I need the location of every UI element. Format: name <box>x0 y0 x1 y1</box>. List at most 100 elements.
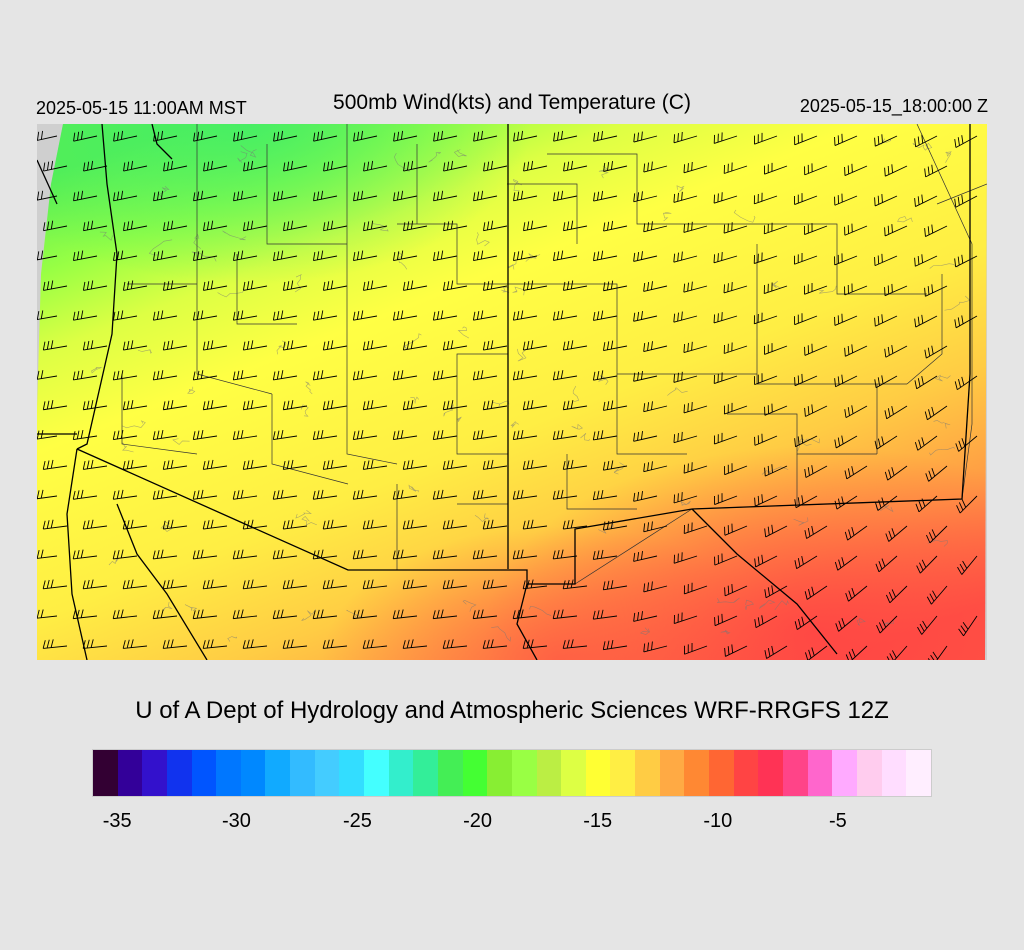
wind-barb <box>37 489 58 500</box>
wind-barb <box>552 429 578 441</box>
wind-barb <box>312 429 338 441</box>
terrain-contour <box>598 165 609 179</box>
wind-barb <box>884 283 908 297</box>
wind-barb <box>834 555 858 571</box>
wind-barb <box>443 160 468 172</box>
wind-barb <box>794 615 818 630</box>
wind-barb <box>673 431 698 444</box>
wind-barb <box>764 645 788 659</box>
wind-barb <box>562 340 588 351</box>
colorbar-swatch <box>413 750 438 796</box>
wind-barb <box>483 160 508 172</box>
wind-barb <box>714 613 738 627</box>
wind-barb <box>713 252 738 264</box>
wind-barb <box>192 489 218 500</box>
wind-barb <box>243 160 268 172</box>
wind-barb <box>884 164 908 177</box>
terrain-contour <box>934 374 951 382</box>
wind-barb <box>312 370 338 381</box>
wind-barb <box>512 250 538 261</box>
terrain-contour <box>222 230 247 241</box>
forecast-map <box>37 124 987 660</box>
terrain-contour <box>510 421 519 428</box>
wind-barb <box>643 341 668 352</box>
wind-barb <box>402 519 428 530</box>
wind-barb <box>242 459 268 470</box>
wind-barb <box>754 615 778 629</box>
wind-barb <box>884 224 908 237</box>
colorbar-tick-label: -10 <box>703 810 733 832</box>
wind-barb <box>805 645 828 660</box>
wind-barb <box>352 429 378 441</box>
wind-barb <box>483 220 508 232</box>
terrain-contour <box>929 446 955 456</box>
wind-barb <box>37 130 58 141</box>
wind-barb <box>72 609 98 620</box>
terrain-contour <box>897 216 913 223</box>
wind-barb <box>954 135 978 148</box>
wind-barb <box>602 340 628 352</box>
wind-barb <box>522 519 548 530</box>
wind-barb <box>723 282 748 294</box>
wind-barb <box>202 459 228 470</box>
wind-barb <box>162 639 188 649</box>
wind-barb <box>42 519 68 530</box>
wind-barb <box>363 160 388 172</box>
wind-barb <box>924 405 948 421</box>
wind-barb <box>927 645 948 660</box>
wind-barb <box>683 161 708 174</box>
wind-barb <box>272 429 298 441</box>
wind-barb <box>72 370 98 381</box>
wind-barb <box>512 370 538 381</box>
wind-barb <box>42 459 68 470</box>
terrain-contour <box>276 340 287 355</box>
wind-barb <box>553 190 578 202</box>
wind-barb <box>804 223 828 235</box>
wind-barb <box>834 133 858 146</box>
wind-barb <box>673 191 698 203</box>
wind-barb <box>914 314 938 328</box>
wind-barb <box>844 344 868 357</box>
colorbar-swatch <box>782 750 808 796</box>
wind-barb <box>683 221 708 233</box>
wind-barb <box>633 191 658 203</box>
wind-barb <box>633 311 658 322</box>
wind-barb <box>914 375 938 390</box>
wind-barb <box>152 370 178 381</box>
wind-barb <box>243 220 268 232</box>
wind-barb <box>192 370 218 381</box>
terrain-contour <box>912 142 928 151</box>
wind-barb <box>713 132 738 144</box>
wind-barb <box>283 160 308 172</box>
wind-barb <box>794 252 818 265</box>
wind-barb <box>162 459 188 470</box>
wind-barb <box>562 579 588 590</box>
wind-barb <box>884 465 908 481</box>
wind-barb <box>82 280 108 291</box>
terrain-contour <box>397 251 408 270</box>
wind-barb <box>202 639 228 649</box>
wind-barb <box>955 435 978 452</box>
colorbar-swatch <box>462 750 488 796</box>
wind-barb <box>402 459 428 470</box>
terrain-contour <box>613 462 625 475</box>
wind-barb <box>593 131 618 142</box>
wind-barb <box>232 609 258 620</box>
wind-barb <box>643 281 668 292</box>
wind-barb <box>242 280 268 291</box>
terrain-contour <box>598 375 609 385</box>
wind-barb <box>522 400 548 411</box>
wind-barb <box>42 340 68 351</box>
wind-barb <box>552 250 578 261</box>
wind-barb <box>233 130 258 142</box>
wind-barb <box>152 310 178 321</box>
terrain-contour <box>761 466 789 475</box>
wind-barb <box>794 434 818 448</box>
terrain-contour <box>933 420 951 429</box>
wind-barb <box>82 639 108 649</box>
cold-region <box>37 124 987 660</box>
wind-barb <box>242 340 268 351</box>
wind-barb <box>552 549 578 560</box>
wind-barb <box>724 644 748 657</box>
terrain-contour <box>717 597 740 603</box>
